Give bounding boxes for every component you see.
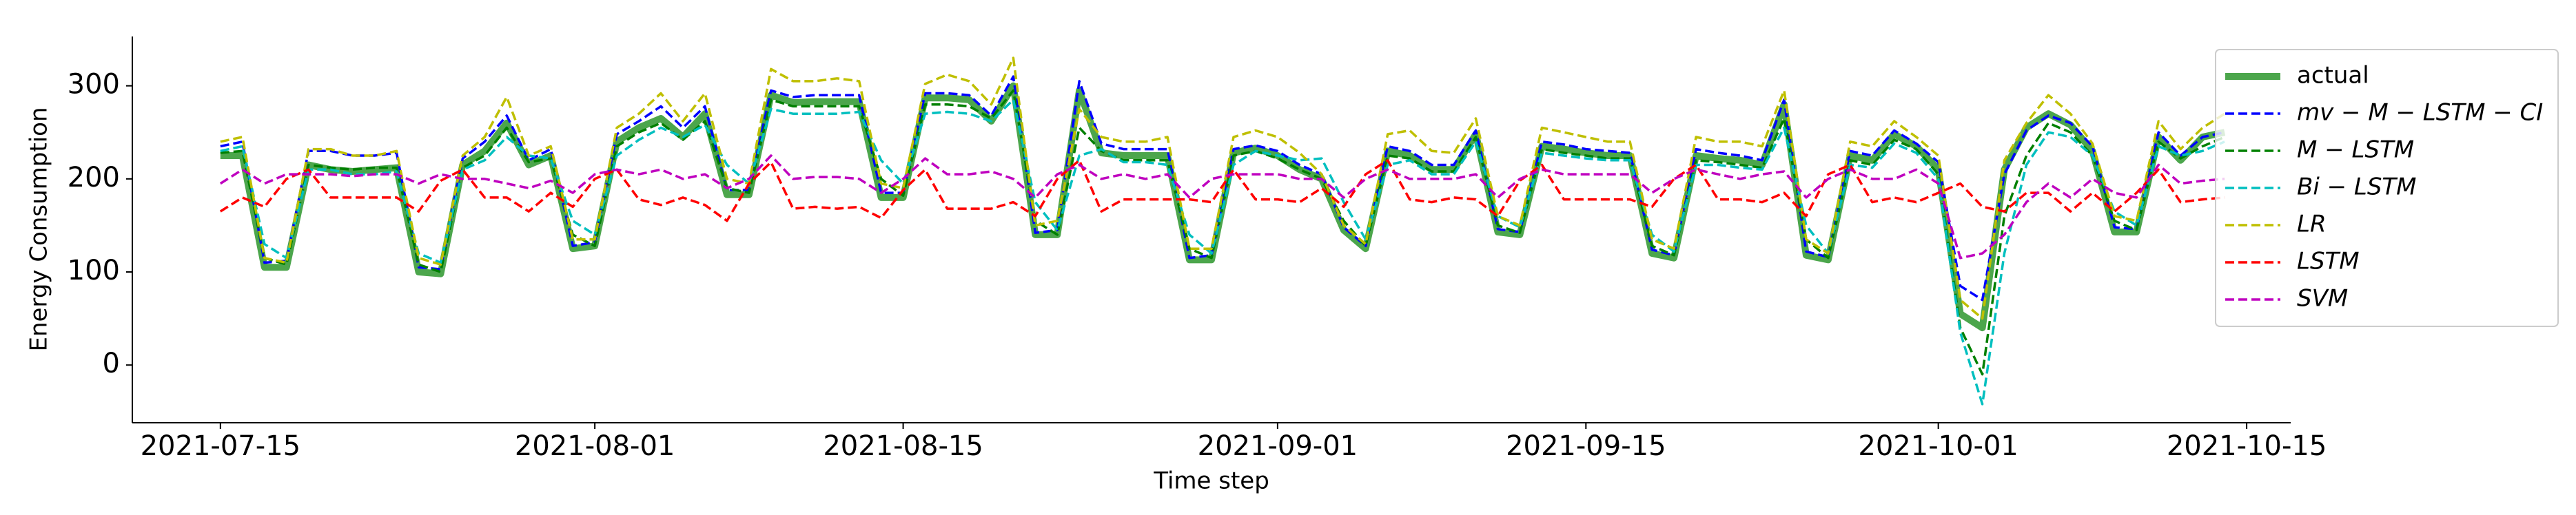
legend-label: mv − M − LSTM − CI xyxy=(2297,99,2543,127)
y-tick-label: 100 xyxy=(68,255,120,286)
y-tick-label: 0 xyxy=(103,348,120,379)
series-line xyxy=(220,98,2225,406)
legend-label: M − LSTM xyxy=(2297,136,2414,164)
legend-box xyxy=(2215,49,2559,327)
x-tick-label: 2021-09-01 xyxy=(1198,430,1358,462)
x-tick-label: 2021-07-15 xyxy=(141,430,300,462)
legend-label: LR xyxy=(2297,211,2327,238)
x-axis-label: Time step xyxy=(1153,467,1269,495)
x-tick-label: 2021-10-01 xyxy=(1858,430,2018,462)
legend-label: Bi − LSTM xyxy=(2297,174,2417,201)
legend-label: SVM xyxy=(2297,285,2348,313)
x-tick-label: 2021-09-15 xyxy=(1506,430,1666,462)
series-line xyxy=(220,56,2226,320)
series-line xyxy=(219,159,2225,222)
y-tick-label: 300 xyxy=(68,69,120,101)
x-tick-label: 2021-08-01 xyxy=(515,430,675,462)
x-tick-label: 2021-10-15 xyxy=(2167,430,2327,462)
y-axis-label: Energy Consumption xyxy=(25,107,53,351)
x-tick-label: 2021-08-15 xyxy=(823,430,983,462)
legend-label: actual xyxy=(2297,62,2369,90)
y-tick-label: 200 xyxy=(68,162,120,193)
legend-label: LSTM xyxy=(2297,248,2360,275)
series-line xyxy=(219,154,2225,260)
series-line xyxy=(220,89,2225,376)
